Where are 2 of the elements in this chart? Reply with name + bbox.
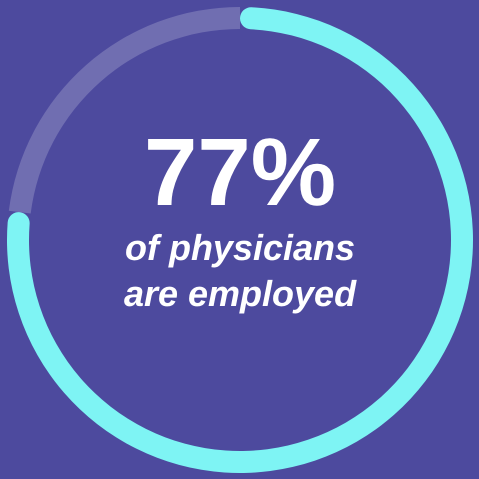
text: of physicians are employed <box>124 227 358 314</box>
data-label: 77% <box>144 119 336 226</box>
